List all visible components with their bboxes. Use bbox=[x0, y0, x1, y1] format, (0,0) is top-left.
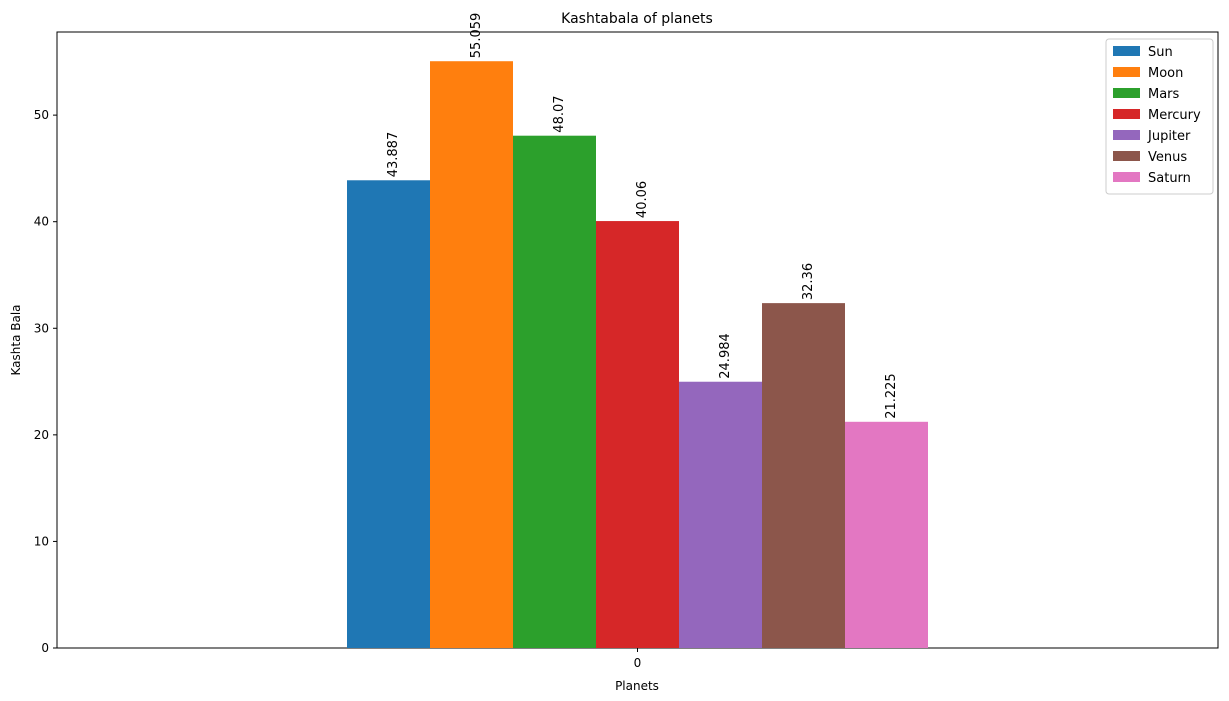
legend-swatch-jupiter bbox=[1113, 130, 1140, 140]
bar-moon bbox=[430, 61, 513, 649]
data-label-mercury: 40.06 bbox=[635, 181, 650, 218]
x-tick-label: 0 bbox=[634, 656, 642, 670]
data-label-jupiter: 24.984 bbox=[718, 333, 733, 379]
y-tick-label: 30 bbox=[34, 321, 49, 335]
bar-mercury bbox=[596, 221, 679, 648]
legend-label-jupiter[interactable]: Jupiter bbox=[1147, 129, 1191, 144]
y-axis-label: Kashta Bala bbox=[9, 304, 23, 375]
bar-sun bbox=[347, 180, 430, 648]
legend-label-mars[interactable]: Mars bbox=[1148, 87, 1180, 102]
legend-swatch-moon bbox=[1113, 67, 1140, 77]
chart-title: Kashtabala of planets bbox=[561, 11, 713, 27]
bar-venus bbox=[762, 303, 845, 648]
y-tick-label: 10 bbox=[34, 534, 49, 548]
bars bbox=[347, 61, 928, 649]
y-tick-label: 50 bbox=[34, 108, 49, 122]
data-label-moon: 55.059 bbox=[469, 13, 484, 59]
legend-swatch-venus bbox=[1113, 151, 1140, 161]
legend-swatch-mars bbox=[1113, 88, 1140, 98]
bar-mars bbox=[513, 135, 596, 648]
data-labels: 43.887 55.059 48.07 40.06 24.984 32.36 21.225 bbox=[386, 13, 899, 419]
y-tick-label: 20 bbox=[34, 428, 49, 442]
legend-label-moon[interactable]: Moon bbox=[1148, 66, 1183, 81]
legend-label-venus[interactable]: Venus bbox=[1148, 150, 1187, 165]
legend-label-mercury[interactable]: Mercury bbox=[1148, 108, 1201, 123]
y-axis: 0 10 20 30 40 50 bbox=[34, 108, 57, 655]
data-label-mars: 48.07 bbox=[552, 95, 567, 132]
x-axis: 0 bbox=[634, 648, 642, 670]
legend-label-sun[interactable]: Sun bbox=[1148, 45, 1173, 60]
data-label-saturn: 21.225 bbox=[884, 373, 899, 419]
y-tick-label: 40 bbox=[34, 215, 49, 229]
legend[interactable]: Sun Moon Mars Mercury Jupiter Venus Saturn bbox=[1105, 38, 1214, 195]
bar-saturn bbox=[845, 421, 928, 648]
legend-swatch-saturn bbox=[1113, 172, 1140, 182]
legend-swatch-sun bbox=[1113, 46, 1140, 56]
data-label-venus: 32.36 bbox=[801, 263, 816, 300]
data-label-sun: 43.887 bbox=[386, 132, 401, 178]
x-axis-label: Planets bbox=[615, 679, 659, 693]
legend-swatch-mercury bbox=[1113, 109, 1140, 119]
y-tick-label: 0 bbox=[41, 641, 49, 655]
bar-jupiter bbox=[679, 381, 762, 648]
legend-label-saturn[interactable]: Saturn bbox=[1148, 171, 1191, 186]
